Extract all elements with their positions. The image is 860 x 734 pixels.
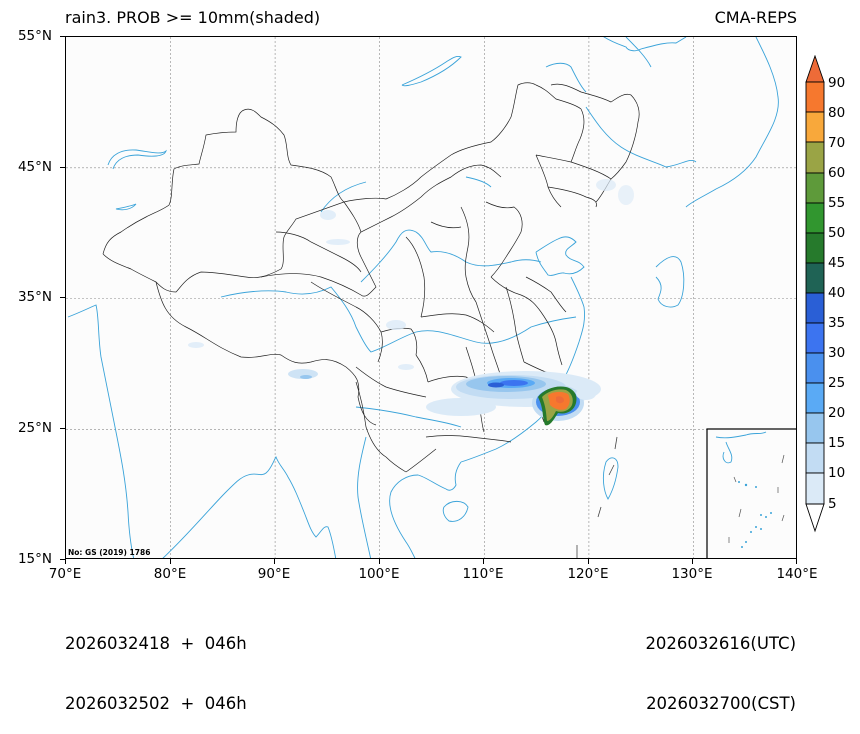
init-time-utc: 2026032418 + 046h [65, 634, 247, 653]
tick-mark [60, 428, 65, 429]
lon-tick-90: 90°E [257, 566, 291, 582]
tick-mark [588, 559, 589, 564]
lon-tick-70: 70°E [48, 566, 82, 582]
lon-tick-110: 110°E [462, 566, 504, 582]
colorbar-label-35: 35 [828, 315, 846, 331]
lat-tick-15: 15°N [17, 551, 52, 567]
tick-mark [692, 559, 693, 564]
colorbar-label-80: 80 [828, 105, 846, 121]
lat-tick-25: 25°N [17, 420, 52, 436]
colorbar-label-55: 55 [828, 195, 846, 211]
valid-time-utc: 2026032616(UTC) [645, 634, 796, 653]
map-panel [65, 36, 797, 559]
lon-tick-130: 130°E [671, 566, 713, 582]
lon-tick-120: 120°E [567, 566, 609, 582]
lat-tick-55: 55°N [17, 28, 52, 44]
south-china-sea-inset [706, 428, 796, 558]
tick-mark [60, 559, 65, 560]
colorbar-label-40: 40 [828, 285, 846, 301]
dash-lines [576, 436, 618, 558]
probability-shading [188, 179, 634, 426]
plot-title-right: CMA-REPS [714, 8, 797, 27]
colorbar-label-45: 45 [828, 255, 846, 271]
tick-mark [60, 36, 65, 37]
lon-tick-100: 100°E [358, 566, 400, 582]
colorbar-label-30: 30 [828, 345, 846, 361]
tick-mark [60, 167, 65, 168]
colorbar [805, 55, 825, 533]
coastlines [67, 37, 779, 558]
colorbar-label-25: 25 [828, 375, 846, 391]
borders [102, 82, 640, 473]
colorbar-label-10: 10 [828, 465, 846, 481]
tick-mark [274, 559, 275, 564]
colorbar-label-5: 5 [828, 496, 837, 512]
colorbar-label-70: 70 [828, 135, 846, 151]
tick-mark [796, 559, 797, 564]
lon-tick-140: 140°E [776, 566, 818, 582]
map-canvas [66, 37, 796, 558]
colorbar-label-20: 20 [828, 405, 846, 421]
footer-right: 2026032616(UTC) 2026032700(CST) [645, 594, 796, 734]
tick-mark [379, 559, 380, 564]
lat-tick-35: 35°N [17, 289, 52, 305]
tick-mark [65, 559, 66, 564]
gridlines [66, 37, 796, 558]
init-time-cst: 2026032502 + 046h [65, 694, 247, 713]
lon-tick-80: 80°E [153, 566, 187, 582]
tick-mark [60, 297, 65, 298]
colorbar-label-15: 15 [828, 435, 846, 451]
colorbar-label-60: 60 [828, 165, 846, 181]
tick-mark [170, 559, 171, 564]
colorbar-label-90: 90 [828, 75, 846, 91]
plot-title-left: rain3. PROB >= 10mm(shaded) [65, 8, 321, 27]
map-credit: No: GS (2019) 1786 [68, 548, 151, 557]
lat-tick-45: 45°N [17, 159, 52, 175]
tick-mark [483, 559, 484, 564]
colorbar-label-50: 50 [828, 225, 846, 241]
footer-left: 2026032418 + 046h 2026032502 + 046h [65, 594, 247, 734]
valid-time-cst: 2026032700(CST) [646, 694, 796, 713]
